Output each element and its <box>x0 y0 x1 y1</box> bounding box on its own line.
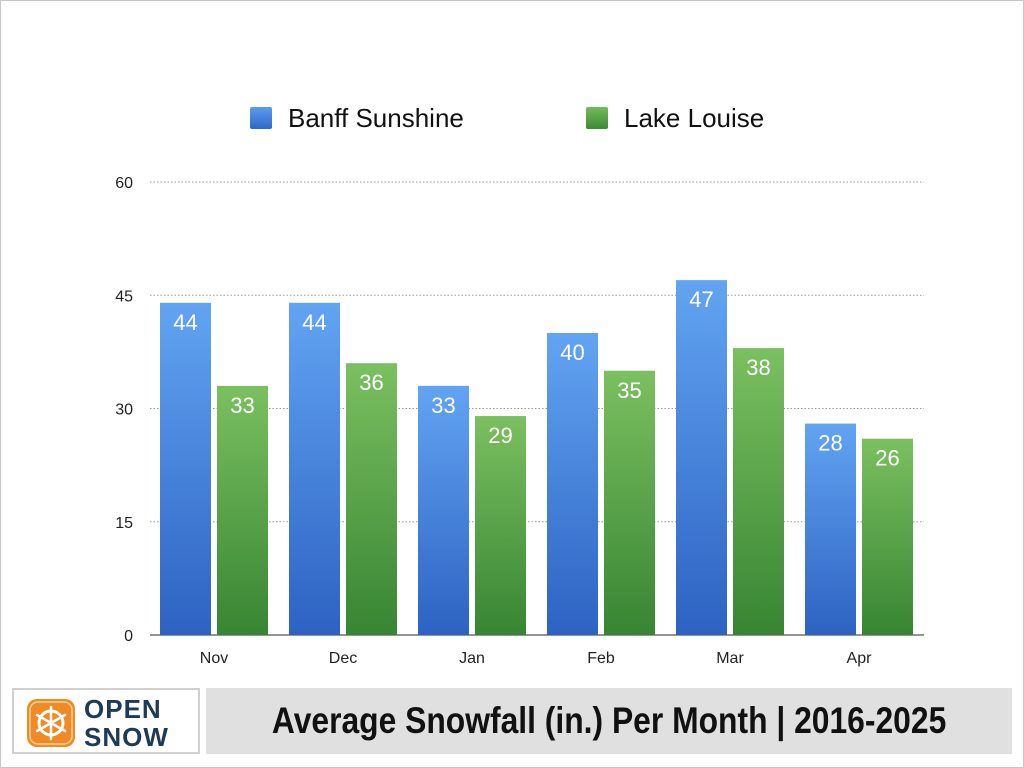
y-tick-label: 15 <box>115 515 133 532</box>
data-label: 33 <box>431 393 455 418</box>
opensnow-logo-icon <box>27 699 75 747</box>
bar <box>217 385 268 635</box>
x-tick-label: Dec <box>329 650 357 667</box>
y-tick-label: 0 <box>124 628 133 645</box>
data-label: 33 <box>230 393 254 418</box>
data-label: 29 <box>488 423 512 448</box>
opensnow-wordmark: OPEN SNOW <box>84 695 196 751</box>
legend-label-banff-sunshine: Banff Sunshine <box>288 102 464 133</box>
legend-item-banff-sunshine: Banff Sunshine <box>250 100 464 136</box>
legend-label-lake-louise: Lake Louise <box>624 102 765 133</box>
y-tick-label: 30 <box>115 402 133 419</box>
data-label: 47 <box>689 287 713 312</box>
bar <box>676 280 727 635</box>
y-tick-label: 60 <box>115 175 133 192</box>
logo-line-snow: SNOW <box>84 722 169 752</box>
bar <box>733 348 784 635</box>
bars <box>160 280 913 635</box>
data-label: 44 <box>302 310 326 335</box>
opensnow-logo: OPEN SNOW <box>12 688 200 754</box>
x-tick-label: Nov <box>200 650 228 667</box>
x-tick-label: Apr <box>847 650 873 667</box>
bar <box>547 333 598 635</box>
data-label: 35 <box>617 378 641 403</box>
legend-item-lake-louise: Lake Louise <box>586 100 764 136</box>
x-tick-label: Feb <box>587 650 615 667</box>
legend-swatch-banff-sunshine <box>250 107 272 129</box>
y-tick-label: 45 <box>115 288 133 305</box>
bar <box>805 423 856 635</box>
labels: 0 15 30 45 60 44 33 Nov 44 36 Dec 33 29 Jan 40 35 Feb 47 3… <box>115 175 900 667</box>
chart-title: Average Snowfall (in.) Per Month | 2016-… <box>271 700 947 741</box>
x-tick-label: Jan <box>459 650 485 667</box>
legend: Banff Sunshine Lake Louise <box>0 100 1024 136</box>
data-label: 28 <box>818 431 842 456</box>
bar <box>160 302 211 635</box>
data-label: 36 <box>359 370 383 395</box>
data-label: 38 <box>746 355 770 380</box>
x-tick-label: Mar <box>716 650 744 667</box>
chart-title-bar: Average Snowfall (in.) Per Month | 2016-… <box>206 688 1012 754</box>
bar <box>862 438 913 635</box>
bar <box>418 385 469 635</box>
bar <box>475 416 526 635</box>
bar-chart: 0 15 30 45 60 44 33 Nov 44 36 Dec 33 29 Jan 40 35 Feb 47 3… <box>115 175 924 667</box>
data-label: 26 <box>875 446 899 471</box>
data-label: 44 <box>173 310 197 335</box>
bar <box>289 302 340 635</box>
logo-line-open: OPEN <box>84 694 162 724</box>
bar <box>346 363 397 635</box>
legend-swatch-lake-louise <box>586 107 608 129</box>
grid-lines <box>150 181 924 636</box>
data-label: 40 <box>560 340 584 365</box>
bar <box>604 370 655 635</box>
